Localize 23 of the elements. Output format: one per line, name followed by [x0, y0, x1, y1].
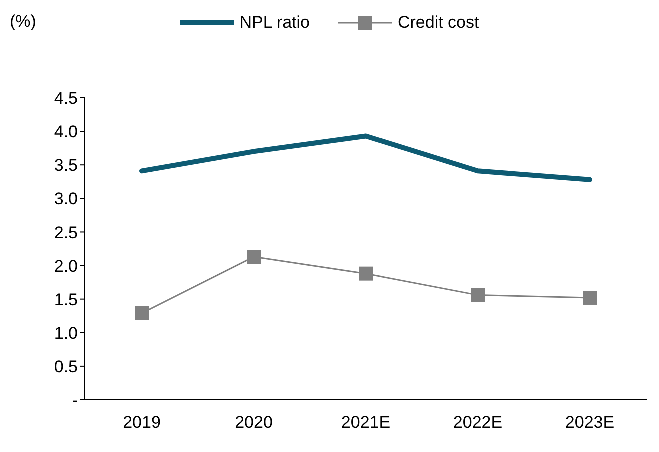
point [247, 250, 261, 264]
y-tick-label: 3.5 [54, 156, 78, 176]
point [471, 288, 485, 302]
y-tick-label: 4.0 [54, 122, 78, 142]
x-tick-label: 2020 [235, 413, 273, 432]
x-tick-label: 2019 [123, 413, 161, 432]
y-tick-label: 2.5 [54, 223, 78, 242]
y-tick-label: 0.5 [54, 357, 78, 376]
point [359, 266, 373, 281]
y-tick-label: - [72, 391, 78, 410]
y-tick-label: 4.5 [54, 89, 78, 108]
x-tick-label: 2023E [565, 413, 615, 432]
y-tick-label: 2.0 [54, 256, 78, 276]
point [583, 290, 597, 305]
y-tick-label: 1.0 [54, 324, 78, 343]
y-tick-label: 3.0 [54, 190, 78, 209]
legend-label: NPL ratio [240, 13, 310, 33]
y-axis-title: (%) [10, 12, 36, 32]
point [135, 306, 149, 320]
legend-label: Credit cost [398, 13, 480, 33]
x-tick-label: 2021E [341, 413, 391, 432]
y-tick-label: 1.5 [54, 290, 78, 310]
x-tick-label: 2022E [453, 413, 503, 432]
